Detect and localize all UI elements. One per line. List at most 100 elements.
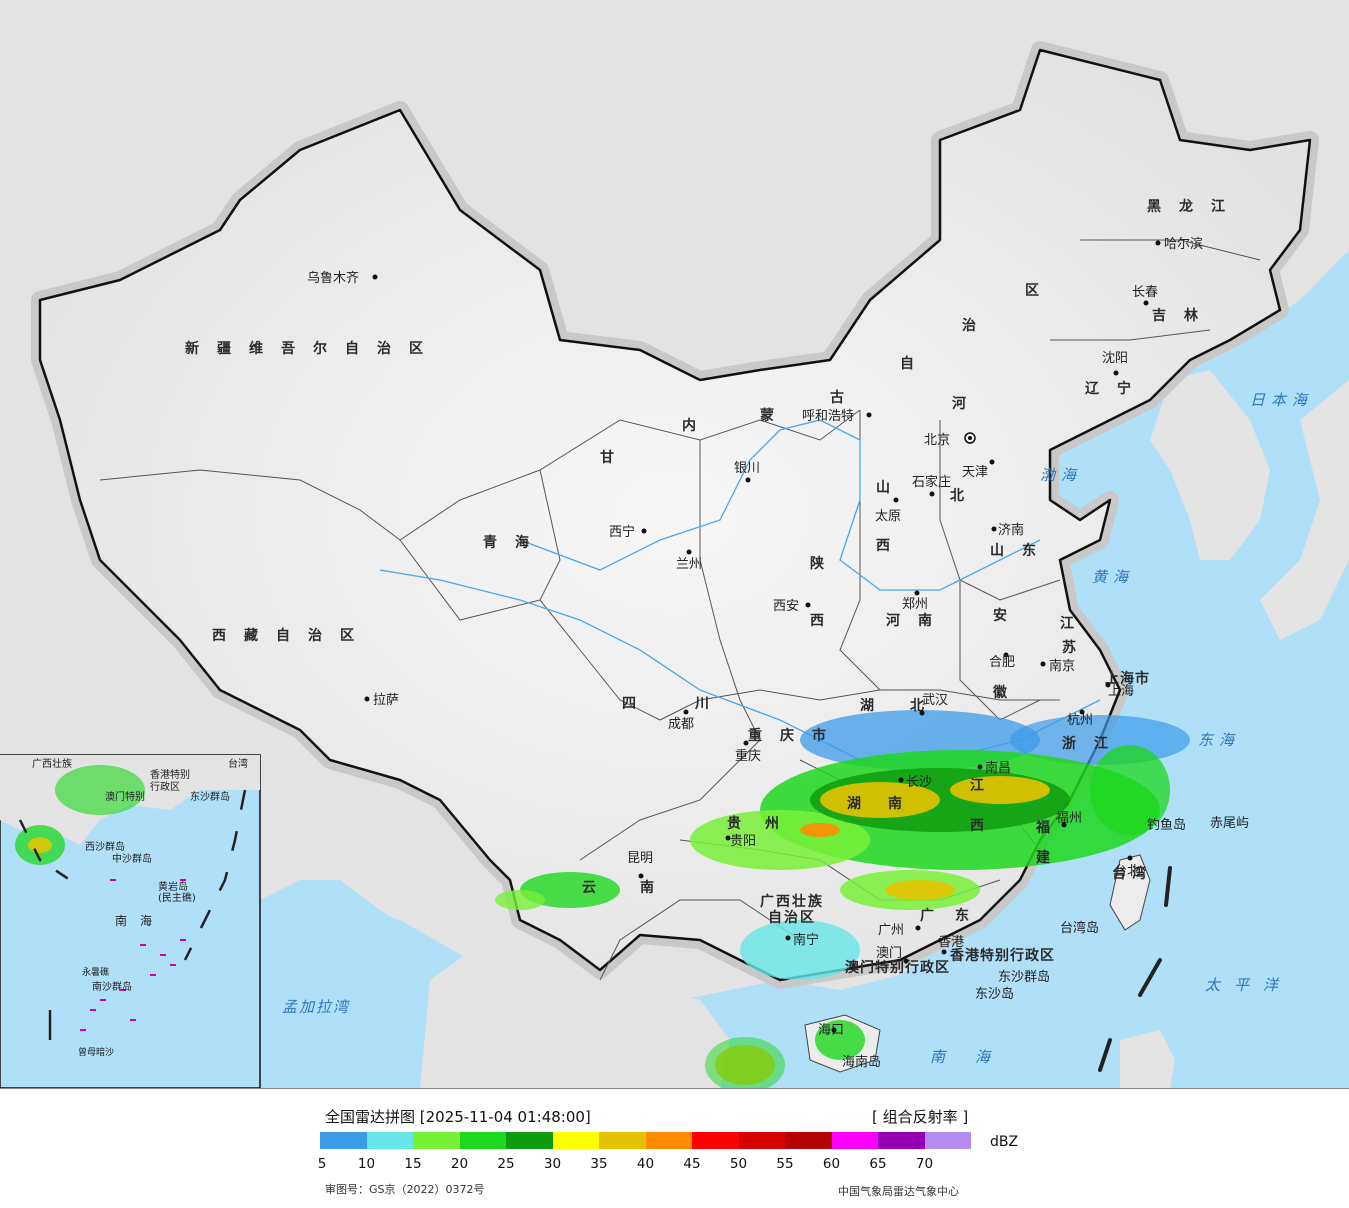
city-shanghai: 上海	[1108, 684, 1134, 699]
ocean-area	[260, 250, 1349, 1088]
map-review-number: 审图号：GS京（2022）0372号	[325, 1183, 485, 1196]
city-changsha: 长沙	[906, 775, 932, 790]
label-gu: 古	[830, 389, 862, 406]
city-chongqing: 重庆	[735, 748, 761, 764]
label-zi: 自	[900, 355, 932, 372]
city-yinchuan: 银川	[734, 461, 760, 476]
inset-label-hai: 海	[140, 913, 152, 928]
city-wuhan: 武汉	[922, 693, 948, 708]
city-haikou: 海口	[818, 1023, 844, 1038]
legend-tick-label: 25	[497, 1156, 515, 1172]
sea-yellow: 黄海	[1092, 568, 1134, 586]
data-source: 中国气象局雷达气象中心	[838, 1185, 959, 1198]
label-zhou: 州	[764, 816, 797, 832]
city-hohhot: 呼和浩特	[802, 409, 854, 424]
label-jiang2: 江	[970, 777, 1002, 794]
label-shanghai: 上海市	[1105, 670, 1150, 687]
city-guiyang: 贵阳	[730, 834, 756, 849]
label-guang: 广	[920, 907, 952, 924]
sea-south: 南海	[930, 1048, 1020, 1066]
city-changchun: 长春	[1132, 285, 1158, 300]
city-jinan: 济南	[998, 522, 1024, 538]
label-shan: 山	[876, 480, 908, 496]
inset-label-xisha: 西沙群岛	[85, 840, 125, 853]
city-xining: 西宁	[609, 524, 635, 540]
island-dongsha: 东沙岛	[975, 986, 1014, 1002]
city-lhasa: 拉萨	[373, 693, 399, 708]
sea-pacific: 太平洋	[1205, 976, 1292, 994]
label-bei2: 北	[910, 698, 942, 714]
label-liaoning: 辽宁	[1085, 380, 1149, 397]
city-labels: 乌鲁木齐 拉萨 西宁 兰州 银川 呼和浩特 北京 天津 石家庄 太原 济南 郑州…	[307, 236, 1203, 1038]
label-yun: 云	[582, 880, 614, 896]
legend-tick-label: 15	[404, 1156, 422, 1172]
label-xinjiang: 新疆维吾尔自治区	[185, 340, 441, 357]
legend-tick-label: 65	[869, 1156, 887, 1172]
legend-swatch	[599, 1132, 646, 1149]
label-jian: 建	[1036, 849, 1068, 866]
province-labels: 新疆维吾尔自治区 西藏自治区 青海 甘 内 蒙 古 自 治 区 黑龙江 吉林 辽…	[185, 198, 1243, 976]
label-chuan: 川	[694, 696, 727, 712]
label-jiang: 江	[1060, 615, 1092, 632]
label-nan: 南	[888, 795, 920, 812]
inset-label-sar: 行政区	[150, 780, 180, 793]
legend-swatch	[878, 1132, 925, 1149]
label-guangxi: 广西壮族	[760, 893, 824, 910]
label-henan: 河南	[886, 612, 950, 629]
label-macau-sar: 澳门特别行政区	[845, 959, 950, 976]
label-xi: 西	[876, 538, 908, 554]
label-gan: 甘	[600, 449, 632, 466]
legend-tick-label: 45	[683, 1156, 701, 1172]
japan-islands	[1260, 380, 1349, 640]
legend-tick-label: 30	[543, 1156, 562, 1172]
island-diaoyu: 钓鱼岛	[1147, 817, 1186, 833]
label-xi2: 西	[810, 613, 842, 629]
province-borders	[99, 239, 1261, 981]
island-hainan: 海南岛	[842, 1054, 881, 1070]
label-dong: 东	[955, 907, 987, 924]
taiwan-island	[1109, 854, 1151, 931]
legend-unit: dBZ	[990, 1134, 1019, 1150]
label-qinghai: 青海	[483, 534, 547, 551]
legend-swatch	[366, 1132, 413, 1149]
label-zhi: 治	[962, 317, 994, 334]
city-harbin: 哈尔滨	[1164, 236, 1203, 252]
legend-tick-label: 5	[317, 1156, 327, 1172]
legend-tick-label: 55	[776, 1156, 794, 1172]
city-nanning: 南宁	[793, 932, 819, 948]
inset-label-yongshu: 永暑礁	[82, 966, 109, 978]
city-beijing: 北京	[924, 433, 950, 448]
city-nanjing: 南京	[1049, 658, 1075, 674]
label-meng: 蒙	[760, 407, 792, 424]
label-hui: 徽	[992, 684, 1025, 701]
legend-swatch	[320, 1132, 367, 1149]
inset-label-zengmu: 曾母暗沙	[78, 1046, 114, 1058]
legend-swatch	[924, 1132, 971, 1149]
label-nan2: 南	[640, 879, 672, 896]
south-china-sea-inset: 广西壮族 澳门特别 香港特别 行政区 台湾 东沙群岛 西沙群岛 中沙群岛 黄岩岛…	[0, 754, 261, 1088]
city-hongkong: 香港	[938, 935, 964, 950]
label-shandong: 山东	[990, 542, 1054, 559]
label-xi3: 西	[970, 818, 1002, 834]
label-zhejiang: 浙江	[1062, 735, 1126, 752]
island-labels: 钓鱼岛 赤尾屿 台湾岛 东沙群岛 东沙岛 海南岛	[842, 816, 1249, 1070]
label-an: 安	[993, 607, 1025, 624]
label-bei: 北	[950, 488, 982, 504]
inset-label-nan: 南	[115, 913, 127, 928]
legend-product: [ 组合反射率 ]	[872, 1108, 969, 1126]
city-shijiazhuang: 石家庄	[912, 474, 951, 490]
label-qu: 区	[1025, 283, 1057, 299]
label-heilongjiang: 黑龙江	[1147, 198, 1243, 215]
city-urumqi: 乌鲁木齐	[307, 270, 359, 286]
city-guangzhou: 广州	[878, 923, 904, 938]
inset-label-zhongsha: 中沙群岛	[112, 852, 152, 865]
bay-of-bengal	[260, 880, 420, 1088]
sea-bengal: 孟加拉湾	[282, 998, 351, 1016]
city-lanzhou: 兰州	[676, 557, 702, 572]
label-zizhiqu: 自治区	[768, 909, 816, 926]
island-dongsha-group: 东沙群岛	[998, 969, 1050, 985]
legend-swatch	[785, 1132, 832, 1149]
maritime-boundary	[1098, 866, 1172, 1072]
legend-swatch	[692, 1132, 739, 1149]
